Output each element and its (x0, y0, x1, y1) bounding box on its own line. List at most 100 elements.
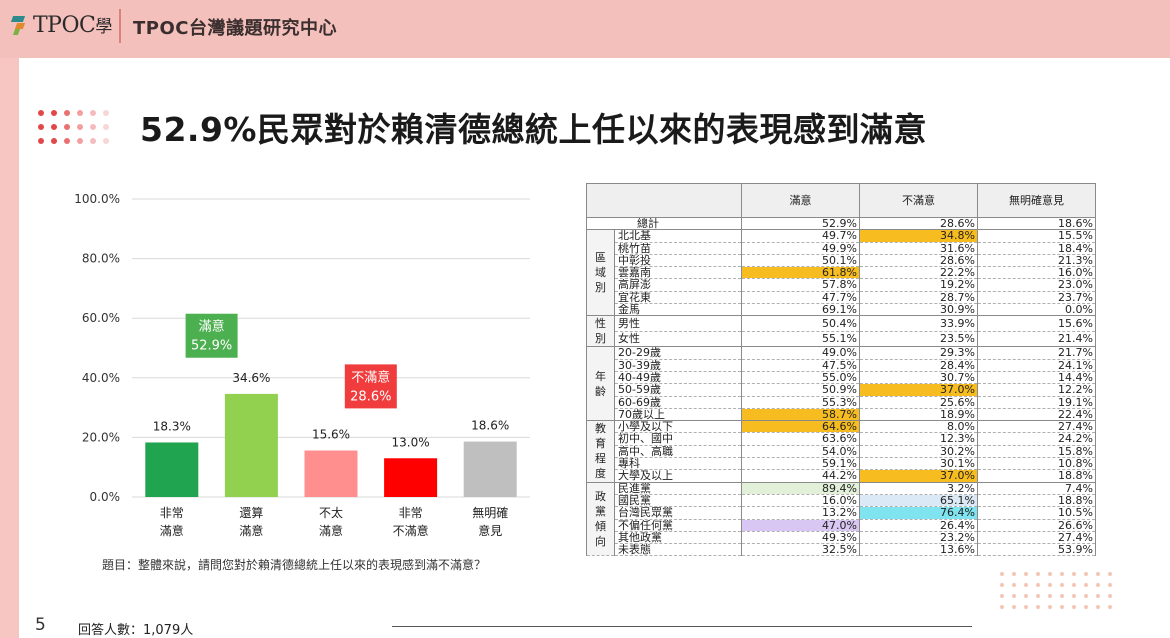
dot (1108, 594, 1112, 598)
table-row: 不偏任何黨 47.0% 26.4% 26.6% (587, 518, 1096, 532)
x-tick-label: 意見 (478, 523, 502, 538)
x-tick-label: 不滿意 (393, 523, 429, 538)
row-label: 不偏任何黨 (614, 518, 742, 532)
table-row: 大學及以上 44.2% 37.0% 18.8% (587, 469, 1096, 483)
table-cell: 49.9% (741, 241, 860, 255)
y-tick-label: 60.0% (82, 311, 120, 325)
table-row: 台灣民眾黨 13.2% 76.4% 10.5% (587, 506, 1096, 520)
table-cell: 89.4% (741, 481, 860, 495)
row-label: 中彰投 (614, 253, 742, 268)
total-label: 總計 (586, 216, 742, 231)
row-label: 北北基 (614, 229, 742, 243)
dot (1096, 572, 1100, 576)
table-cell: 23.5% (859, 330, 978, 348)
respondent-count: 回答人數：1,079人 (78, 623, 194, 638)
table-cell: 16.0% (977, 266, 1096, 280)
table-cell: 18.8% (977, 493, 1096, 508)
table-row: 女性 55.1% 23.5% 21.4% (587, 330, 1096, 348)
dot (64, 138, 70, 144)
table-cell: 53.9% (977, 543, 1096, 557)
bar-chart: 0.0% 20.0% 40.0% 60.0% 80.0% 100.0% 18.3% 非常 滿意 3… (70, 185, 540, 550)
table-cell: 61.8% (741, 266, 860, 280)
column-header: 不滿意 (859, 183, 978, 218)
dot (1060, 594, 1064, 598)
group-label-text: 性別 (595, 317, 606, 346)
header-bar: TPOC學 TPOC台灣議題研究中心 (0, 0, 1170, 58)
table-cell: 15.6% (977, 315, 1096, 332)
dot (1024, 572, 1028, 576)
row-label: 60-69歲 (614, 395, 742, 409)
dot (1012, 583, 1016, 587)
summary-box-label: 不滿意 (351, 369, 390, 385)
table-cell: 15.8% (977, 444, 1096, 459)
row-label: 專科 (614, 457, 742, 471)
summary-box (344, 364, 397, 409)
table-cell: 15.5% (977, 229, 1096, 243)
table-cell: 63.6% (741, 432, 860, 446)
row-label: 大學及以上 (614, 469, 742, 483)
x-tick-label: 滿意 (319, 523, 343, 538)
group-label-text: 教育程度 (595, 422, 606, 481)
org-name: TPOC台灣議題研究中心 (133, 18, 337, 39)
dot (1048, 605, 1052, 609)
dot (1036, 583, 1040, 587)
dot (1096, 594, 1100, 598)
footer-divider (392, 626, 972, 627)
table-cell: 37.0% (859, 469, 978, 483)
table-cell: 55.0% (741, 370, 860, 385)
table-cell: 21.4% (977, 330, 1096, 348)
bar (384, 458, 438, 497)
y-tick-label: 80.0% (82, 252, 120, 266)
row-label: 男性 (614, 315, 742, 332)
dot (1048, 583, 1052, 587)
row-label: 小學及以下 (614, 420, 742, 434)
crosstab-table: 滿意 不滿意 無明確意見 總計 52.9% 28.6% 18.6% 區域別 北北基 49.7… (586, 183, 1096, 557)
dot (51, 124, 57, 130)
dot (1012, 605, 1016, 609)
x-tick-label: 非常 (160, 506, 184, 520)
table-cell: 54.0% (741, 444, 860, 459)
table-cell: 12.2% (977, 383, 1096, 397)
summary-box (185, 313, 238, 358)
dot (1024, 605, 1028, 609)
table-row: 國民黨 16.0% 65.1% 18.8% (587, 493, 1096, 508)
table-row: 40-49歲 55.0% 30.7% 14.4% (587, 370, 1096, 385)
dot (103, 124, 109, 130)
dot (77, 124, 83, 130)
tpoc-logo[interactable]: TPOC學 (10, 10, 112, 40)
table-cell: 30.1% (859, 457, 978, 471)
dot (90, 124, 96, 130)
table-row: 專科 59.1% 30.1% 10.8% (587, 457, 1096, 471)
dot (103, 110, 109, 116)
total-value: 18.6% (977, 216, 1096, 231)
table-row: 其他政黨 49.3% 23.2% 27.4% (587, 530, 1096, 545)
decorative-dots-icon (1000, 572, 1125, 624)
table-cell: 24.2% (977, 432, 1096, 446)
row-label: 40-49歲 (614, 370, 742, 385)
table-cell: 59.1% (741, 457, 860, 471)
slide-title: 52.9%民眾對於賴清德總統上任以來的表現感到滿意 (140, 110, 927, 149)
table-cell: 3.2% (859, 481, 978, 495)
table-cell: 44.2% (741, 469, 860, 483)
table-cell: 57.8% (741, 278, 860, 292)
dot (64, 124, 70, 130)
table-row: 中彰投 50.1% 28.6% 21.3% (587, 253, 1096, 268)
table-cell: 49.7% (741, 229, 860, 243)
table-row: 政黨傾向 民進黨 89.4% 3.2% 7.4% (586, 481, 1096, 557)
group-label-text: 政黨傾向 (595, 490, 606, 549)
table-row: 未表態 32.5% 13.6% 53.9% (587, 543, 1096, 557)
dot (1072, 594, 1076, 598)
dot (1084, 583, 1088, 587)
table-row: 宜花東 47.7% 28.7% 23.7% (587, 290, 1096, 305)
header-divider (119, 9, 121, 43)
row-label: 20-29歲 (614, 346, 742, 360)
table-cell: 47.5% (741, 358, 860, 372)
survey-question: 題目：整體來說，請問您對於賴清德總統上任以來的表現感到滿不滿意？ (102, 558, 487, 572)
dot (1060, 572, 1064, 576)
table-header-row: 滿意 不滿意 無明確意見 (586, 183, 1096, 218)
table-cell: 55.3% (741, 395, 860, 409)
bar (145, 442, 199, 497)
dot (1024, 594, 1028, 598)
table-cell: 23.2% (859, 530, 978, 545)
dot (1072, 605, 1076, 609)
